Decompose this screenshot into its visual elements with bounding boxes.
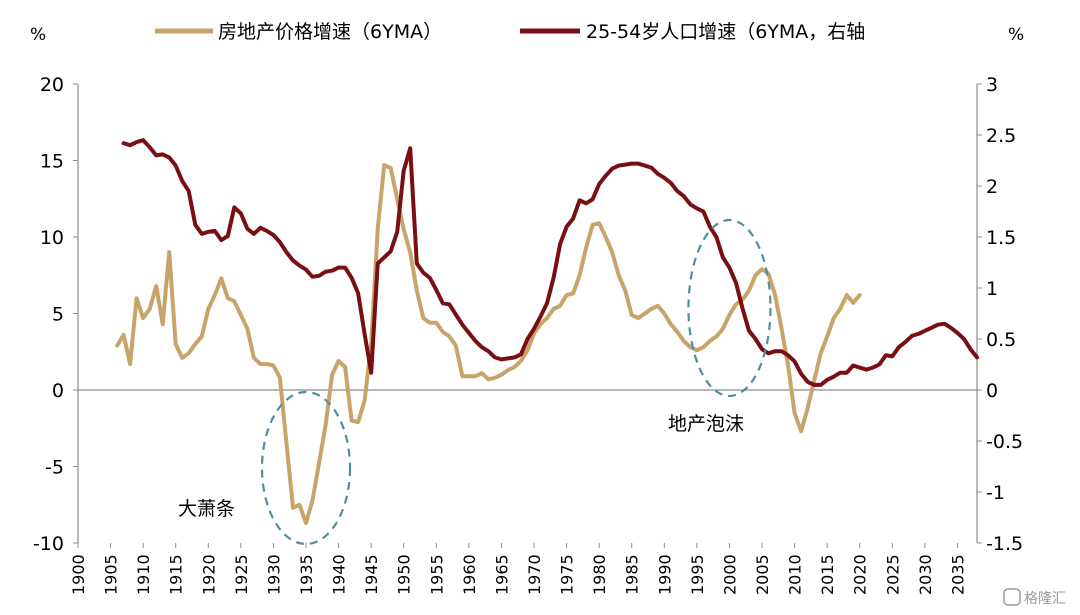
right-axis-ticks: -1.5 -1 -0.5 0 0.5 1 1.5 2 2.5 3 bbox=[977, 74, 1023, 555]
x-tick-label: 1980 bbox=[590, 554, 609, 595]
series-line-house-price bbox=[115, 163, 862, 526]
annotation-label-depression: 大萧条 bbox=[178, 498, 235, 520]
left-tick-label: 20 bbox=[40, 74, 64, 96]
x-tick-label: 1975 bbox=[558, 554, 577, 595]
legend-label-house-price: 房地产价格增速（6YMA） bbox=[218, 21, 442, 43]
x-tick-label: 1915 bbox=[167, 554, 186, 595]
x-tick-label: 2030 bbox=[916, 554, 935, 595]
right-axis-unit: % bbox=[1008, 25, 1024, 45]
x-tick-label: 1970 bbox=[525, 554, 544, 595]
left-axis-ticks: -10 -5 0 5 10 15 20 bbox=[33, 74, 78, 555]
left-tick-label: -10 bbox=[33, 533, 64, 555]
annotation-ellipse-depression bbox=[260, 390, 352, 546]
right-tick-label: 0.5 bbox=[986, 329, 1016, 351]
right-tick-label: 1 bbox=[986, 278, 998, 300]
x-tick-label: 1950 bbox=[395, 554, 414, 595]
annotation-ellipse-bubble bbox=[687, 218, 772, 398]
x-tick-label: 1925 bbox=[232, 554, 251, 595]
series-line-population bbox=[121, 138, 979, 387]
left-axis-unit: % bbox=[30, 25, 46, 45]
series-group bbox=[115, 138, 979, 526]
left-tick-label: -5 bbox=[45, 457, 64, 479]
x-tick-label: 2010 bbox=[786, 554, 805, 595]
x-tick-label: 1920 bbox=[199, 554, 218, 595]
x-tick-label: 2035 bbox=[948, 554, 967, 595]
x-tick-label: 2020 bbox=[851, 554, 870, 595]
watermark-logo-icon bbox=[1003, 588, 1021, 606]
x-tick-label: 2015 bbox=[818, 554, 837, 595]
x-tick-label: 1910 bbox=[134, 554, 153, 595]
x-tick-label: 1945 bbox=[362, 554, 381, 595]
x-tick-label: 1985 bbox=[623, 554, 642, 595]
x-axis-ticks: 1900 1905 1910 1915 1920 1925 1930 1935 1940 1945… bbox=[69, 543, 967, 595]
annotation-label-bubble: 地产泡沫 bbox=[668, 413, 744, 435]
x-tick-label: 1995 bbox=[688, 554, 707, 595]
left-tick-label: 15 bbox=[40, 151, 64, 173]
x-tick-label: 1955 bbox=[427, 554, 446, 595]
x-tick-label: 1930 bbox=[264, 554, 283, 595]
x-tick-label: 2000 bbox=[720, 554, 739, 595]
legend-label-population: 25-54岁人口增速（6YMA，右轴 bbox=[586, 21, 865, 43]
right-tick-label: 0 bbox=[986, 380, 998, 402]
x-tick-label: 1935 bbox=[297, 554, 316, 595]
right-tick-label: 1.5 bbox=[986, 227, 1016, 249]
watermark: 格隆汇 bbox=[1003, 588, 1066, 607]
annotations: 大萧条 地产泡沫 bbox=[178, 218, 772, 546]
x-tick-label: 1905 bbox=[102, 554, 121, 595]
x-tick-label: 1990 bbox=[655, 554, 674, 595]
right-tick-label: -1.5 bbox=[986, 533, 1023, 555]
right-tick-label: 2.5 bbox=[986, 125, 1016, 147]
legend: 房地产价格增速（6YMA） 25-54岁人口增速（6YMA，右轴 bbox=[155, 21, 865, 43]
axes bbox=[77, 84, 978, 543]
right-tick-label: -0.5 bbox=[986, 431, 1023, 453]
x-tick-label: 1965 bbox=[492, 554, 511, 595]
right-tick-label: 3 bbox=[986, 74, 998, 96]
x-tick-label: 1900 bbox=[69, 554, 88, 595]
left-tick-label: 5 bbox=[52, 304, 64, 326]
watermark-text: 格隆汇 bbox=[1024, 591, 1066, 607]
right-tick-label: 2 bbox=[986, 176, 998, 198]
right-tick-label: -1 bbox=[986, 482, 1005, 504]
x-tick-label: 1960 bbox=[460, 554, 479, 595]
left-tick-label: 0 bbox=[52, 380, 64, 402]
left-tick-label: 10 bbox=[40, 227, 64, 249]
x-tick-label: 2025 bbox=[883, 554, 902, 595]
x-tick-label: 1940 bbox=[330, 554, 349, 595]
x-tick-label: 2005 bbox=[753, 554, 772, 595]
